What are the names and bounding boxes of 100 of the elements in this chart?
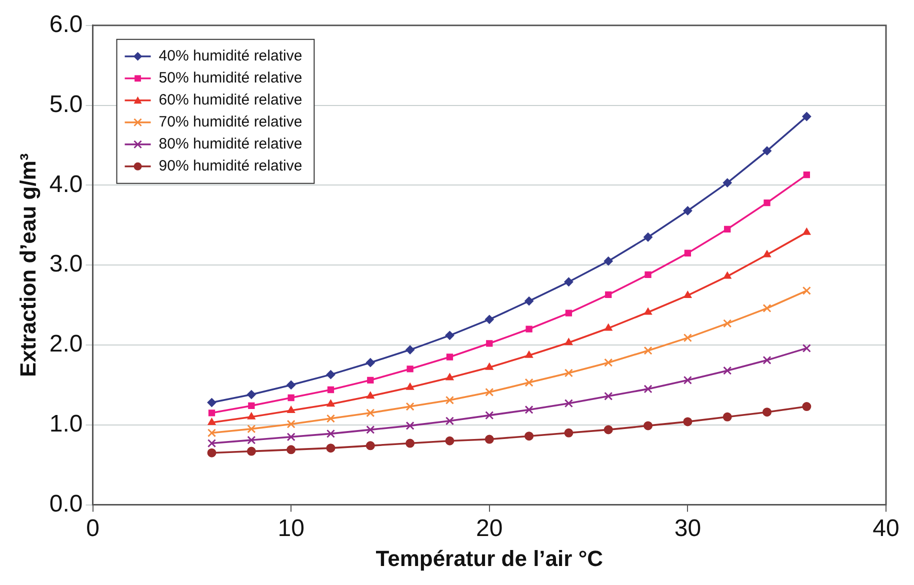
- y-axis-title: Extraction d’eau g/m³: [15, 153, 40, 377]
- point: [445, 436, 454, 446]
- point: [644, 421, 653, 430]
- point: [207, 448, 216, 458]
- point: [326, 414, 336, 423]
- point: [484, 434, 494, 444]
- point: [406, 382, 414, 390]
- point: [207, 398, 216, 408]
- point: [524, 378, 534, 387]
- point: [288, 394, 294, 402]
- point: [366, 408, 375, 418]
- point: [485, 411, 494, 420]
- point: [802, 228, 811, 235]
- x-axis-title: Températur de l’air °C: [376, 546, 604, 571]
- legend-label: 70% humidité relative: [158, 114, 302, 131]
- y-tick-label: 3.0: [49, 250, 83, 278]
- point: [248, 402, 255, 410]
- point: [762, 304, 772, 313]
- point: [604, 358, 613, 367]
- point: [762, 356, 772, 364]
- point: [326, 400, 335, 407]
- point: [406, 421, 414, 430]
- point: [644, 346, 652, 355]
- point: [802, 402, 812, 412]
- point: [247, 412, 256, 420]
- point: [446, 373, 454, 380]
- point: [604, 324, 612, 331]
- legend-label: 90% humidité relative: [158, 158, 302, 175]
- point: [286, 420, 296, 428]
- point: [208, 410, 216, 416]
- point: [484, 314, 494, 324]
- point: [724, 226, 731, 232]
- point: [208, 418, 216, 426]
- point: [366, 425, 375, 434]
- point: [326, 444, 336, 453]
- point: [406, 345, 415, 354]
- y-tick-label: 2.0: [49, 330, 83, 358]
- point: [445, 396, 454, 404]
- point: [564, 428, 574, 438]
- point: [644, 384, 652, 394]
- x-tick-label: 20: [476, 514, 503, 542]
- point: [564, 368, 573, 378]
- point: [366, 441, 375, 450]
- point: [286, 432, 296, 442]
- y-tick-label: 4.0: [49, 170, 83, 198]
- y-tick-label: 1.0: [49, 410, 83, 438]
- point: [524, 432, 534, 441]
- point: [722, 178, 732, 188]
- point: [486, 340, 493, 347]
- point: [366, 358, 375, 368]
- point: [207, 438, 216, 448]
- point: [802, 286, 811, 295]
- point: [802, 344, 811, 352]
- point: [524, 405, 534, 414]
- point: [286, 380, 296, 390]
- point: [604, 256, 613, 266]
- point: [684, 250, 692, 256]
- point: [525, 350, 534, 358]
- point: [367, 376, 374, 384]
- point: [485, 388, 494, 396]
- point: [445, 330, 454, 340]
- point: [803, 171, 810, 178]
- point: [762, 146, 772, 156]
- point: [683, 417, 692, 426]
- x-tick-label: 40: [872, 514, 900, 542]
- point: [286, 445, 296, 454]
- point: [246, 446, 256, 456]
- point: [246, 390, 256, 400]
- point: [644, 308, 652, 315]
- point: [564, 277, 574, 286]
- point: [722, 412, 732, 422]
- point: [723, 366, 732, 375]
- point: [723, 272, 732, 279]
- point: [406, 438, 415, 448]
- point: [644, 232, 653, 242]
- point: [485, 362, 494, 370]
- legend-label: 60% humidité relative: [158, 92, 302, 109]
- point: [326, 429, 336, 438]
- x-tick-label: 0: [86, 514, 100, 542]
- point: [564, 338, 573, 346]
- point: [683, 334, 692, 342]
- point: [683, 206, 692, 216]
- point: [605, 291, 612, 298]
- legend-label: 80% humidité relative: [158, 136, 302, 153]
- point: [604, 392, 613, 400]
- point: [446, 354, 454, 360]
- point: [247, 436, 256, 444]
- legend-label: 40% humidité relative: [158, 48, 302, 65]
- point: [764, 199, 770, 206]
- point: [565, 310, 572, 316]
- point: [247, 424, 256, 434]
- point: [683, 376, 692, 384]
- point: [366, 392, 374, 399]
- legend-label: 50% humidité relative: [158, 70, 302, 87]
- point: [406, 366, 414, 372]
- point: [524, 296, 534, 306]
- point: [526, 326, 532, 332]
- point: [762, 408, 772, 417]
- point: [644, 271, 652, 278]
- point: [763, 250, 771, 258]
